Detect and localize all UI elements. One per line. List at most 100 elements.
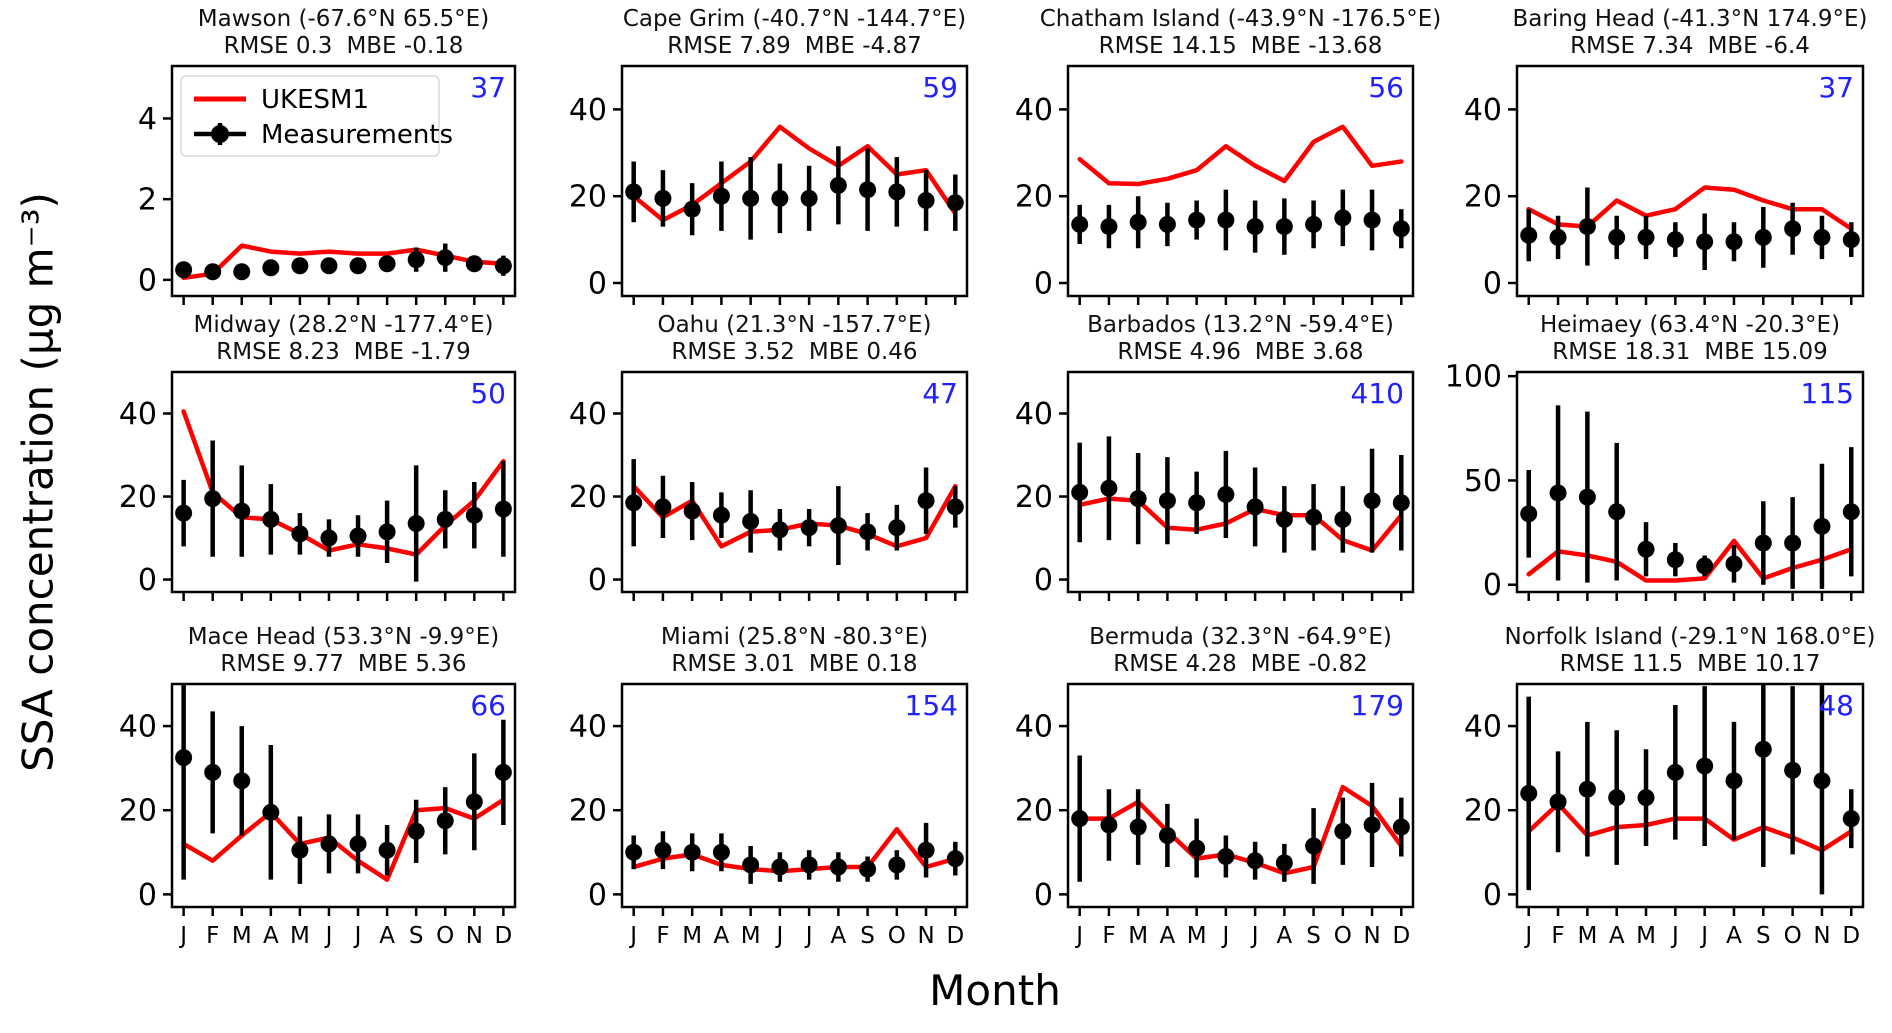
month-tick-label: N bbox=[1813, 923, 1830, 949]
measurement-point bbox=[683, 200, 701, 218]
measurement-point bbox=[204, 490, 222, 508]
measurement-point bbox=[349, 527, 367, 545]
month-tick-label: J bbox=[1220, 923, 1229, 949]
measurement-point bbox=[1754, 740, 1772, 758]
measurement-point bbox=[1363, 492, 1381, 510]
measurement-point bbox=[712, 506, 730, 524]
y-tick-label: 40 bbox=[1464, 710, 1502, 745]
measurement-point bbox=[1392, 818, 1410, 836]
y-tick-label: 50 bbox=[1464, 464, 1502, 499]
measurement-point bbox=[1217, 485, 1235, 503]
panel-title: Baring Head (-41.3°N 174.9°E) bbox=[1512, 6, 1868, 32]
axes-frame bbox=[620, 682, 969, 909]
y-tick-label: 40 bbox=[1464, 93, 1502, 128]
measurement-point bbox=[683, 843, 701, 861]
month-tick-label: A bbox=[830, 923, 846, 949]
month-tick-label: D bbox=[946, 923, 964, 949]
measurement-point bbox=[233, 772, 251, 790]
month-tick-label: O bbox=[1334, 923, 1352, 949]
x-axis-label: Month bbox=[929, 966, 1061, 1015]
month-tick-label: A bbox=[263, 923, 279, 949]
measurement-point bbox=[1129, 213, 1147, 231]
legend-point-sample bbox=[211, 125, 229, 143]
panel: 0 50 100 115 bbox=[1445, 360, 1865, 603]
panel-title-block: Cape Grim (-40.7°N -144.7°E) RMSE 7.89 MBE… bbox=[562, 6, 1027, 60]
month-tick-label: A bbox=[1609, 923, 1625, 949]
measurement-point bbox=[1071, 215, 1089, 233]
panel-rmse: RMSE 4.96 bbox=[1117, 339, 1241, 365]
measurement-point bbox=[742, 512, 760, 530]
month-tick-label: O bbox=[1784, 923, 1802, 949]
panel-mbe: MBE -0.18 bbox=[346, 33, 464, 59]
panel: 0 20 40 50 bbox=[119, 370, 517, 601]
month-tick-label: J bbox=[1670, 923, 1679, 949]
y-tick-label: 0 bbox=[588, 563, 607, 598]
measurement-point bbox=[1071, 483, 1089, 501]
measurement-point bbox=[800, 189, 818, 207]
measurement-point bbox=[291, 257, 309, 275]
month-tick-label: A bbox=[1160, 923, 1176, 949]
model-line bbox=[1526, 538, 1854, 583]
axes-frame bbox=[1066, 682, 1415, 909]
measurement-point bbox=[625, 843, 643, 861]
measurement-point bbox=[175, 504, 193, 522]
measurement-point bbox=[1754, 228, 1772, 246]
measurement-point bbox=[175, 749, 193, 767]
sample-count: 59 bbox=[922, 71, 958, 104]
panel-mbe: MBE -1.79 bbox=[353, 339, 471, 365]
sample-count: 48 bbox=[1818, 689, 1854, 722]
month-tick-label: J bbox=[774, 923, 783, 949]
panel-title-block: Oahu (21.3°N -157.7°E) RMSE 3.52 MBE 0.46 bbox=[562, 312, 1027, 366]
axes-frame bbox=[170, 682, 517, 909]
measurement-point bbox=[262, 259, 280, 277]
measurement-point bbox=[712, 187, 730, 205]
axes-frame bbox=[170, 370, 517, 594]
panel-title-block: Mace Head (53.3°N -9.9°E) RMSE 9.77 MBE 5.… bbox=[112, 624, 575, 678]
measurement-point bbox=[917, 841, 935, 859]
measurement-point bbox=[1246, 498, 1264, 516]
month-tick-label: D bbox=[495, 923, 513, 949]
month-tick-label: J bbox=[1250, 923, 1259, 949]
measurement-point bbox=[262, 803, 280, 821]
sample-count: 154 bbox=[905, 689, 958, 722]
axes-frame bbox=[1066, 370, 1415, 594]
panel-mbe: MBE -6.4 bbox=[1707, 33, 1810, 59]
measurement-point bbox=[1637, 540, 1655, 558]
measurement-point bbox=[1334, 209, 1352, 227]
legend-label-ukesm1: UKESM1 bbox=[261, 85, 369, 115]
measurement-point bbox=[1637, 789, 1655, 807]
panel-stats: RMSE 3.52 MBE 0.46 bbox=[562, 339, 1027, 366]
measurement-point bbox=[829, 517, 847, 535]
measurement-point bbox=[494, 500, 512, 518]
month-tick-label: M bbox=[1128, 923, 1148, 949]
y-axis-label: SSA concentration (μg m⁻³) bbox=[13, 192, 63, 772]
y-tick-label: 0 bbox=[138, 263, 157, 298]
y-tick-label: 40 bbox=[1015, 397, 1053, 432]
measurement-point bbox=[1813, 228, 1831, 246]
measurement-point bbox=[320, 257, 338, 275]
panel-rmse: RMSE 11.5 bbox=[1559, 651, 1684, 677]
measurement-point bbox=[233, 502, 251, 520]
model-line bbox=[1526, 801, 1854, 853]
measurement-point bbox=[262, 510, 280, 528]
measurement-point bbox=[1549, 793, 1567, 811]
measurement-point bbox=[1246, 218, 1264, 236]
measurement-point bbox=[1549, 228, 1567, 246]
axes-frame bbox=[1515, 370, 1865, 594]
month-tick-label: J bbox=[1074, 923, 1083, 949]
panel-title-block: Chatham Island (-43.9°N -176.5°E) RMSE 14… bbox=[1008, 6, 1473, 60]
panel-title: Barbados (13.2°N -59.4°E) bbox=[1087, 312, 1394, 338]
y-tick-label: 0 bbox=[1034, 266, 1053, 301]
measurement-point bbox=[625, 183, 643, 201]
measurement-point bbox=[1608, 228, 1626, 246]
panel-title-block: Miami (25.8°N -80.3°E) RMSE 3.01 MBE 0.18 bbox=[562, 624, 1027, 678]
measurement-point bbox=[1725, 233, 1743, 251]
measurement-point bbox=[1637, 228, 1655, 246]
model-line bbox=[631, 483, 958, 549]
y-tick-label: 40 bbox=[569, 710, 607, 745]
measurement-point bbox=[436, 812, 454, 830]
measurement-point bbox=[1305, 215, 1323, 233]
panel-rmse: RMSE 3.01 bbox=[671, 651, 795, 677]
month-tick-label: J bbox=[1699, 923, 1708, 949]
